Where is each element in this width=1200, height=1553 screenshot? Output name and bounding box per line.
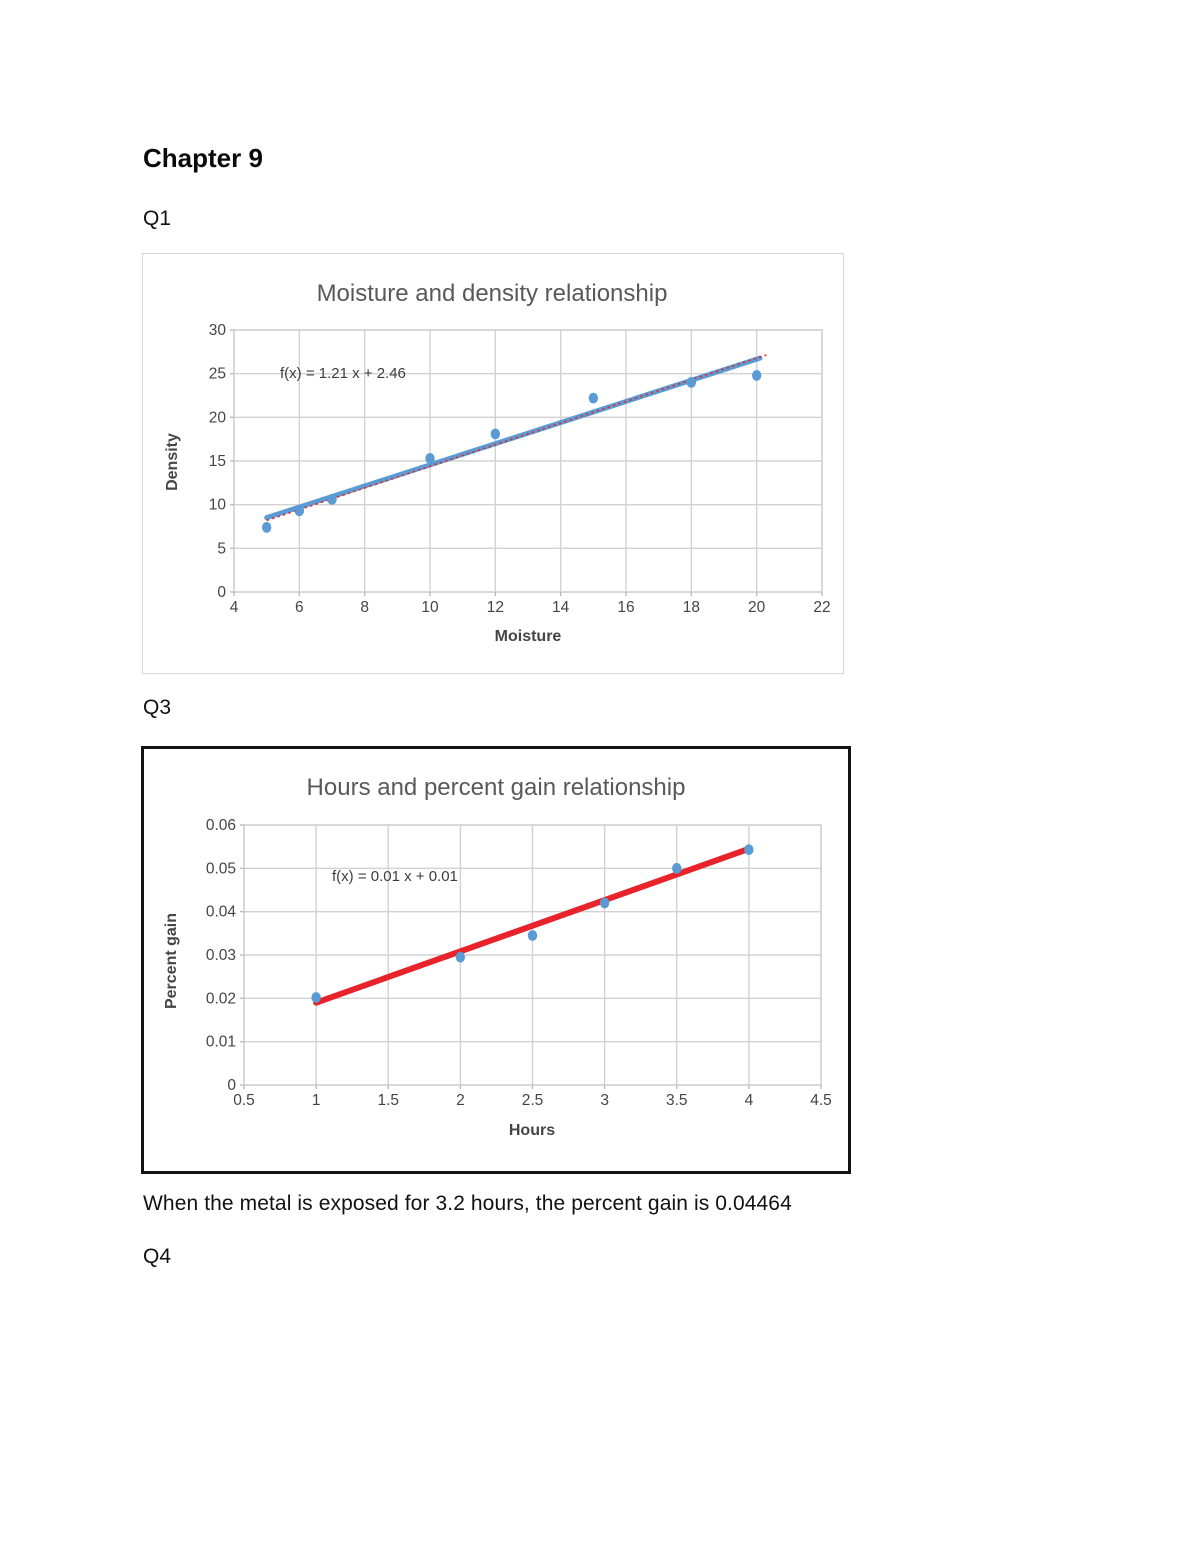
svg-text:22: 22 <box>813 599 830 616</box>
svg-text:2: 2 <box>456 1092 465 1109</box>
question-label-q4: Q4 <box>143 1245 172 1268</box>
svg-text:10: 10 <box>421 599 439 616</box>
svg-text:20: 20 <box>209 409 227 426</box>
svg-text:5: 5 <box>217 540 226 557</box>
svg-text:Density: Density <box>164 433 181 491</box>
hours-percent-gain-chart-svg: 0.5 1 1.5 2 2.5 3 3.5 4 4.5 0 0.01 0.02 0.03 0.04 0.05… <box>163 774 832 1139</box>
svg-text:15: 15 <box>209 453 226 470</box>
svg-text:1.5: 1.5 <box>377 1092 399 1109</box>
svg-text:12: 12 <box>487 599 504 616</box>
svg-text:18: 18 <box>683 599 700 616</box>
svg-text:3.5: 3.5 <box>666 1092 688 1109</box>
svg-text:0.05: 0.05 <box>206 860 236 877</box>
svg-text:f(x) = 0.01 x + 0.01: f(x) = 0.01 x + 0.01 <box>332 868 458 885</box>
chapter-heading: Chapter 9 <box>143 143 263 173</box>
svg-text:0: 0 <box>227 1077 236 1094</box>
svg-text:10: 10 <box>209 497 227 514</box>
svg-text:0.03: 0.03 <box>206 947 236 964</box>
svg-text:1: 1 <box>312 1092 321 1109</box>
svg-text:25: 25 <box>209 366 226 383</box>
question-label-q1: Q1 <box>143 207 172 230</box>
moisture-density-chart: 4 6 8 10 12 14 16 18 20 22 0 5 10 15 20 25 30 Moisture an… <box>142 253 844 674</box>
svg-text:4: 4 <box>745 1092 754 1109</box>
svg-text:0.02: 0.02 <box>206 990 236 1007</box>
svg-text:Percent gain: Percent gain <box>163 913 180 1009</box>
svg-text:0.06: 0.06 <box>206 817 236 834</box>
hours-percent-gain-chart: 0.5 1 1.5 2 2.5 3 3.5 4 4.5 0 0.01 0.02 0.03 0.04 0.05… <box>141 746 851 1174</box>
svg-text:4.5: 4.5 <box>810 1092 832 1109</box>
svg-text:0.5: 0.5 <box>233 1092 255 1109</box>
svg-text:f(x) = 1.21 x + 2.46: f(x) = 1.21 x + 2.46 <box>280 365 406 382</box>
svg-text:3: 3 <box>600 1092 609 1109</box>
svg-text:Moisture and density relations: Moisture and density relationship <box>317 280 668 307</box>
svg-text:14: 14 <box>552 599 570 616</box>
svg-text:30: 30 <box>209 322 227 339</box>
svg-text:0: 0 <box>217 584 226 601</box>
svg-text:Moisture: Moisture <box>495 628 562 645</box>
svg-text:6: 6 <box>295 599 304 616</box>
moisture-density-chart-svg: 4 6 8 10 12 14 16 18 20 22 0 5 10 15 20 25 30 Moisture an… <box>164 280 831 645</box>
svg-text:Hours: Hours <box>509 1122 555 1139</box>
svg-text:8: 8 <box>360 599 369 616</box>
svg-text:Hours and percent gain relatio: Hours and percent gain relationship <box>307 774 686 801</box>
question-label-q3: Q3 <box>143 696 172 719</box>
svg-text:0.04: 0.04 <box>206 904 237 921</box>
answer-text: When the metal is exposed for 3.2 hours,… <box>143 1192 792 1215</box>
svg-text:2.5: 2.5 <box>522 1092 544 1109</box>
svg-text:16: 16 <box>617 599 634 616</box>
svg-text:0.01: 0.01 <box>206 1034 236 1051</box>
svg-text:20: 20 <box>748 599 766 616</box>
svg-text:4: 4 <box>230 599 239 616</box>
